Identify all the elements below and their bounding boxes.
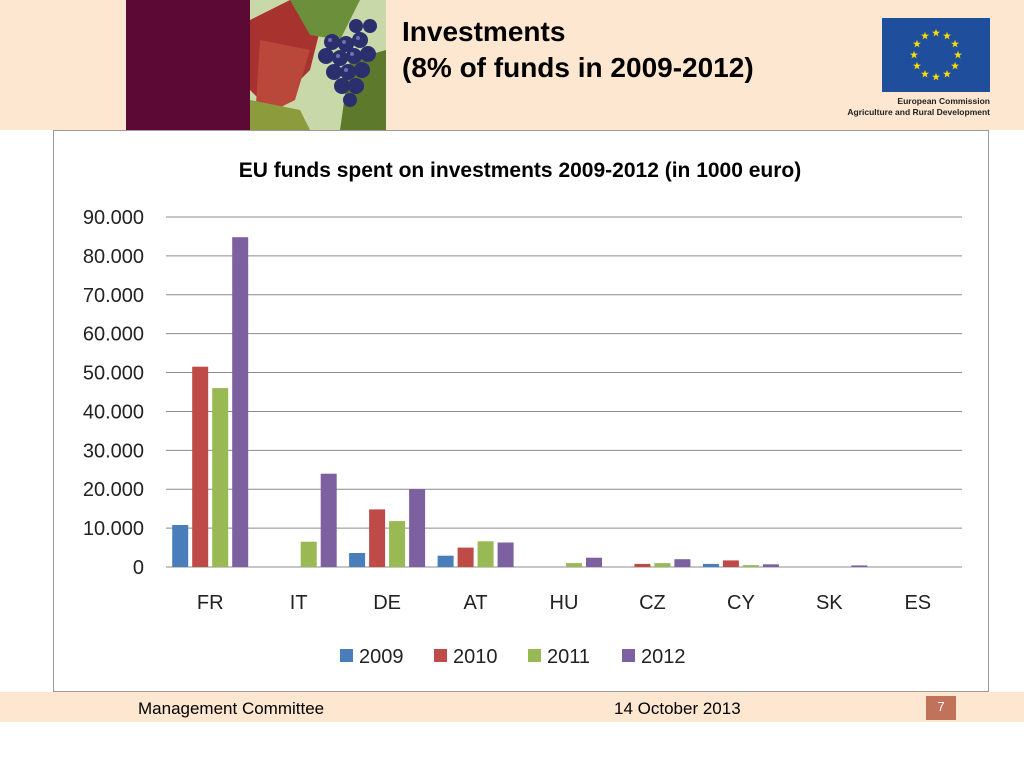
y-tick-label: 30.000 (83, 440, 144, 462)
slide-title-line2: (8% of funds in 2009-2012) (402, 52, 754, 83)
legend-swatch (622, 649, 635, 662)
chart-frame: EU funds spent on investments 2009-2012 … (53, 130, 989, 692)
x-tick-label: CZ (639, 592, 666, 614)
bar-CY-2010 (722, 560, 739, 567)
bar-SK-2012 (851, 565, 868, 567)
grapes-image (250, 0, 386, 130)
bar-HU-2012 (586, 557, 602, 567)
y-tick-label: 20.000 (83, 479, 144, 501)
eu-star-icon (910, 50, 918, 59)
bar-DE-2012 (409, 489, 426, 567)
y-tick-label: 80.000 (83, 246, 144, 268)
eu-star-icon (951, 39, 960, 48)
eu-star-icon (954, 50, 962, 59)
y-tick-label: 10.000 (83, 518, 144, 540)
eu-star-icon (951, 61, 960, 70)
bar-chart: EU funds spent on investments 2009-2012 … (83, 159, 962, 668)
bar-CY-2009 (702, 563, 719, 567)
bar-AT-2012 (497, 542, 514, 567)
y-tick-label: 40.000 (83, 401, 144, 423)
bar-AT-2009 (437, 555, 454, 567)
bar-DE-2011 (389, 521, 406, 567)
bar-IT-2012 (320, 473, 337, 567)
legend-swatch (434, 649, 447, 662)
footer-committee: Management Committee (138, 699, 325, 718)
bar-AT-2011 (477, 541, 494, 567)
header-color-block (126, 0, 250, 130)
logo-caption: European Commission Agriculture and Rura… (847, 96, 990, 118)
european-commission-logo (878, 18, 990, 118)
eu-star-icon (912, 61, 921, 70)
legend-swatch (528, 649, 541, 662)
bar-IT-2011 (300, 541, 317, 567)
y-tick-label: 0 (133, 557, 144, 579)
x-tick-label: ES (904, 592, 931, 614)
logo-line1: European Commission (897, 96, 990, 106)
bar-CZ-2011 (654, 563, 671, 567)
bar-FR-2011 (212, 388, 229, 567)
page-number: 7 (926, 696, 956, 720)
slide-title: Investments (8% of funds in 2009-2012) (402, 14, 754, 86)
legend-swatch (340, 649, 353, 662)
eu-flag-icon (882, 18, 990, 92)
eu-star-icon (932, 72, 940, 81)
bar-CZ-2012 (674, 559, 691, 567)
bar-FR-2010 (192, 366, 209, 567)
y-tick-label: 60.000 (83, 324, 144, 346)
x-tick-label: HU (550, 592, 579, 614)
bar-CY-2011 (742, 565, 759, 567)
legend-label: 2009 (359, 646, 404, 668)
x-tick-label: CY (727, 592, 755, 614)
footer-date: 14 October 2013 (614, 699, 741, 718)
x-tick-label: FR (197, 592, 224, 614)
slide-title-line1: Investments (402, 16, 566, 47)
legend-label: 2010 (453, 646, 498, 668)
eu-star-icon (912, 39, 921, 48)
y-tick-label: 70.000 (83, 285, 144, 307)
x-tick-label: SK (816, 592, 843, 614)
bar-CZ-2010 (634, 563, 651, 567)
legend-label: 2012 (641, 646, 686, 668)
eu-star-icon (932, 28, 940, 37)
logo-line2: Agriculture and Rural Development (847, 107, 990, 117)
x-tick-label: DE (373, 592, 401, 614)
x-tick-label: IT (290, 592, 308, 614)
chart-title: EU funds spent on investments 2009-2012 … (239, 159, 802, 182)
eu-star-icon (943, 69, 951, 78)
bar-DE-2009 (349, 553, 366, 567)
bar-CY-2012 (762, 564, 779, 567)
bar-DE-2010 (369, 509, 386, 567)
y-tick-label: 50.000 (83, 363, 144, 385)
x-tick-label: AT (464, 592, 488, 614)
bar-FR-2012 (232, 237, 249, 567)
eu-star-icon (921, 31, 929, 40)
footer-band (0, 692, 1024, 722)
bar-AT-2010 (457, 547, 474, 567)
bar-FR-2009 (172, 525, 189, 567)
eu-star-icon (921, 69, 929, 78)
bar-HU-2011 (566, 563, 582, 567)
y-tick-label: 90.000 (83, 207, 144, 229)
legend-label: 2011 (547, 646, 590, 668)
eu-star-icon (943, 31, 951, 40)
